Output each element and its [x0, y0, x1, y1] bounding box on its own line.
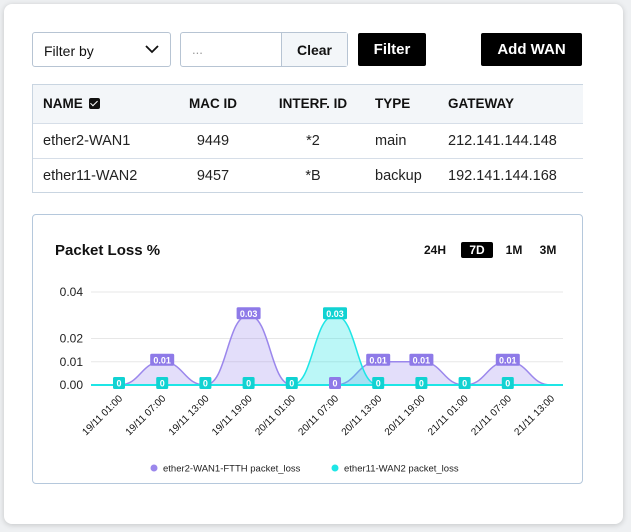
data-label: 0	[160, 379, 165, 389]
cell-mac: 9449	[196, 132, 230, 149]
data-label: 0	[505, 379, 510, 389]
column-header-gateway: GATEWAY	[448, 96, 515, 112]
series-area	[119, 315, 551, 385]
data-label-bg	[156, 377, 169, 389]
packet-loss-chart-card: Packet Loss % 24H 7D 1M 3M 0.04 0.02 0.01 0…	[32, 214, 583, 484]
cell-interf: *2	[306, 132, 320, 149]
x-tick-label: 19/11 13:00	[167, 393, 212, 438]
range-24h[interactable]: 24H	[423, 243, 446, 257]
range-7d[interactable]: 7D	[461, 242, 493, 258]
cell-type: backup	[375, 167, 422, 184]
data-label-bg	[372, 377, 385, 389]
column-header-name[interactable]: NAME	[33, 85, 161, 123]
data-label: 0.01	[369, 355, 387, 365]
data-label: 0.03	[326, 309, 344, 319]
range-1m[interactable]: 1M	[505, 243, 523, 257]
data-label-bg	[415, 377, 428, 389]
checkbox-icon[interactable]	[88, 98, 100, 110]
search-box: Clear	[180, 32, 348, 67]
data-label: 0	[419, 379, 424, 389]
legend-marker	[150, 464, 158, 472]
data-label-bg	[113, 377, 125, 389]
cell-type: main	[375, 132, 407, 149]
x-tick-label: 21/11 13:00	[513, 393, 558, 438]
range-3m[interactable]: 3M	[539, 243, 557, 257]
add-wan-button[interactable]: Add WAN	[481, 33, 582, 66]
data-label: 0.01	[153, 355, 171, 365]
x-tick-label: 20/11 07:00	[297, 393, 342, 438]
data-label-bg	[409, 353, 434, 366]
data-label-bg	[150, 353, 175, 366]
table-row[interactable]: ether2-WAN1 9449 *2 main 212.141.144.148	[33, 123, 583, 158]
legend-marker	[331, 464, 339, 472]
x-tick-label: 19/11 01:00	[81, 393, 126, 438]
x-tick-label: 20/11 19:00	[383, 393, 428, 438]
data-label: 0	[462, 379, 467, 389]
column-header-interf: INTERF. ID	[278, 96, 348, 112]
clear-button[interactable]: Clear	[281, 33, 347, 66]
wan-table: NAME MAC ID INTERF. ID TYPE GATEWAY ethe…	[32, 84, 583, 193]
data-label: 0	[376, 379, 381, 389]
data-label-bg	[323, 307, 347, 320]
cell-mac: 9457	[196, 167, 230, 184]
legend-label: ether2-WAN1-FTTH packet_loss	[163, 464, 301, 475]
y-tick-label: 0.00	[60, 378, 84, 392]
chart-title: Packet Loss %	[55, 242, 161, 259]
data-label: 0	[289, 379, 294, 389]
x-tick-label: 21/11 01:00	[426, 393, 471, 438]
column-header-type: TYPE	[375, 96, 411, 112]
cell-gateway: 192.141.144.168	[448, 167, 557, 184]
cell-interf: *B	[305, 167, 321, 184]
x-tick-label: 20/11 01:00	[253, 393, 298, 438]
data-label: 0	[332, 379, 337, 389]
cell-gateway: 212.141.144.148	[448, 132, 557, 149]
y-tick-label: 0.01	[60, 355, 84, 369]
data-label-bg	[329, 377, 341, 389]
x-tick-label: 19/11 19:00	[210, 393, 255, 438]
packet-loss-chart: 0.04 0.02 0.01 0.00 0.01 0.03 0 0.01 0.01 0.01 0 0 0…	[60, 285, 563, 475]
data-label: 0	[246, 379, 251, 389]
data-label: 0	[116, 379, 121, 389]
x-tick-label: 19/11 07:00	[124, 393, 169, 438]
data-label: 0	[203, 379, 208, 389]
data-label-bg	[458, 377, 471, 389]
legend-label: ether11-WAN2 packet_loss	[344, 464, 459, 475]
filter-button[interactable]: Filter	[358, 33, 426, 66]
table-header-row: NAME MAC ID INTERF. ID TYPE GATEWAY	[33, 85, 583, 123]
data-label: 0.01	[499, 355, 517, 365]
series-area	[119, 315, 551, 385]
x-tick-label: 20/11 13:00	[340, 393, 385, 438]
table-row[interactable]: ether11-WAN2 9457 *B backup 192.141.144.…	[33, 158, 583, 192]
y-tick-label: 0.04	[60, 285, 84, 299]
x-tick-label: 21/11 07:00	[469, 393, 514, 438]
chevron-down-icon	[145, 45, 159, 54]
cell-name: ether11-WAN2	[43, 167, 138, 184]
data-label-bg	[199, 377, 212, 389]
cell-name: ether2-WAN1	[43, 132, 131, 149]
data-label: 0.03	[240, 309, 258, 319]
filter-by-label: Filter by	[44, 43, 94, 59]
data-label: 0.01	[413, 355, 431, 365]
data-label-bg	[501, 377, 514, 389]
search-input[interactable]	[181, 33, 281, 66]
column-header-mac: MAC ID	[189, 96, 237, 112]
data-label-bg	[495, 353, 520, 366]
data-label-bg	[242, 377, 255, 389]
data-label-bg	[236, 307, 261, 320]
data-label-bg	[366, 353, 391, 366]
filter-by-select[interactable]: Filter by	[32, 32, 171, 67]
y-tick-label: 0.02	[60, 332, 84, 346]
data-label-bg	[285, 377, 298, 389]
